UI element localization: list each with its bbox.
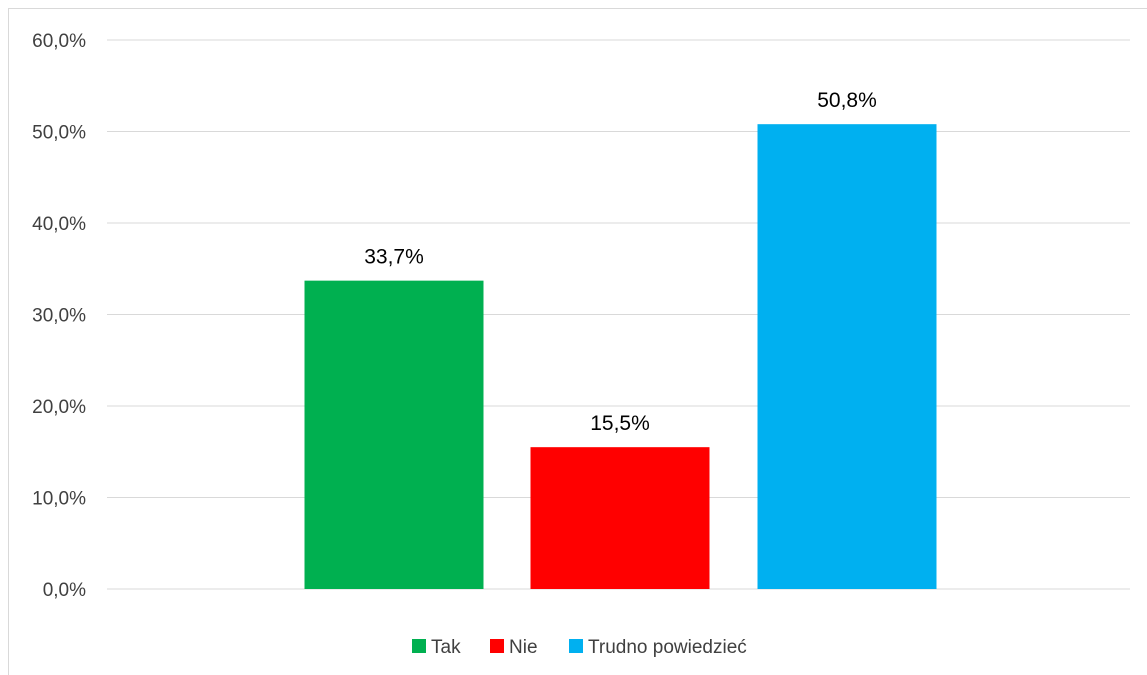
y-tick-label: 50,0% bbox=[32, 123, 86, 144]
y-tick-label: 0,0% bbox=[43, 580, 86, 601]
data-label: 33,7% bbox=[364, 246, 424, 269]
y-tick-label: 40,0% bbox=[32, 214, 86, 235]
bar-tak bbox=[304, 280, 484, 589]
bar-nie bbox=[530, 447, 710, 589]
y-tick-label: 10,0% bbox=[32, 489, 86, 510]
y-tick-label: 20,0% bbox=[32, 397, 86, 418]
legend-label: Tak bbox=[431, 637, 461, 658]
y-tick-label: 60,0% bbox=[32, 31, 86, 52]
legend-swatch bbox=[569, 639, 583, 653]
data-label: 15,5% bbox=[590, 412, 650, 435]
legend-swatch bbox=[412, 639, 426, 653]
y-tick-label: 30,0% bbox=[32, 306, 86, 327]
legend-swatch bbox=[490, 639, 504, 653]
data-label: 50,8% bbox=[817, 89, 877, 112]
legend-label: Trudno powiedzieć bbox=[588, 637, 747, 658]
bar-trudno-powiedzieć bbox=[757, 124, 937, 590]
legend-label: Nie bbox=[509, 637, 538, 658]
